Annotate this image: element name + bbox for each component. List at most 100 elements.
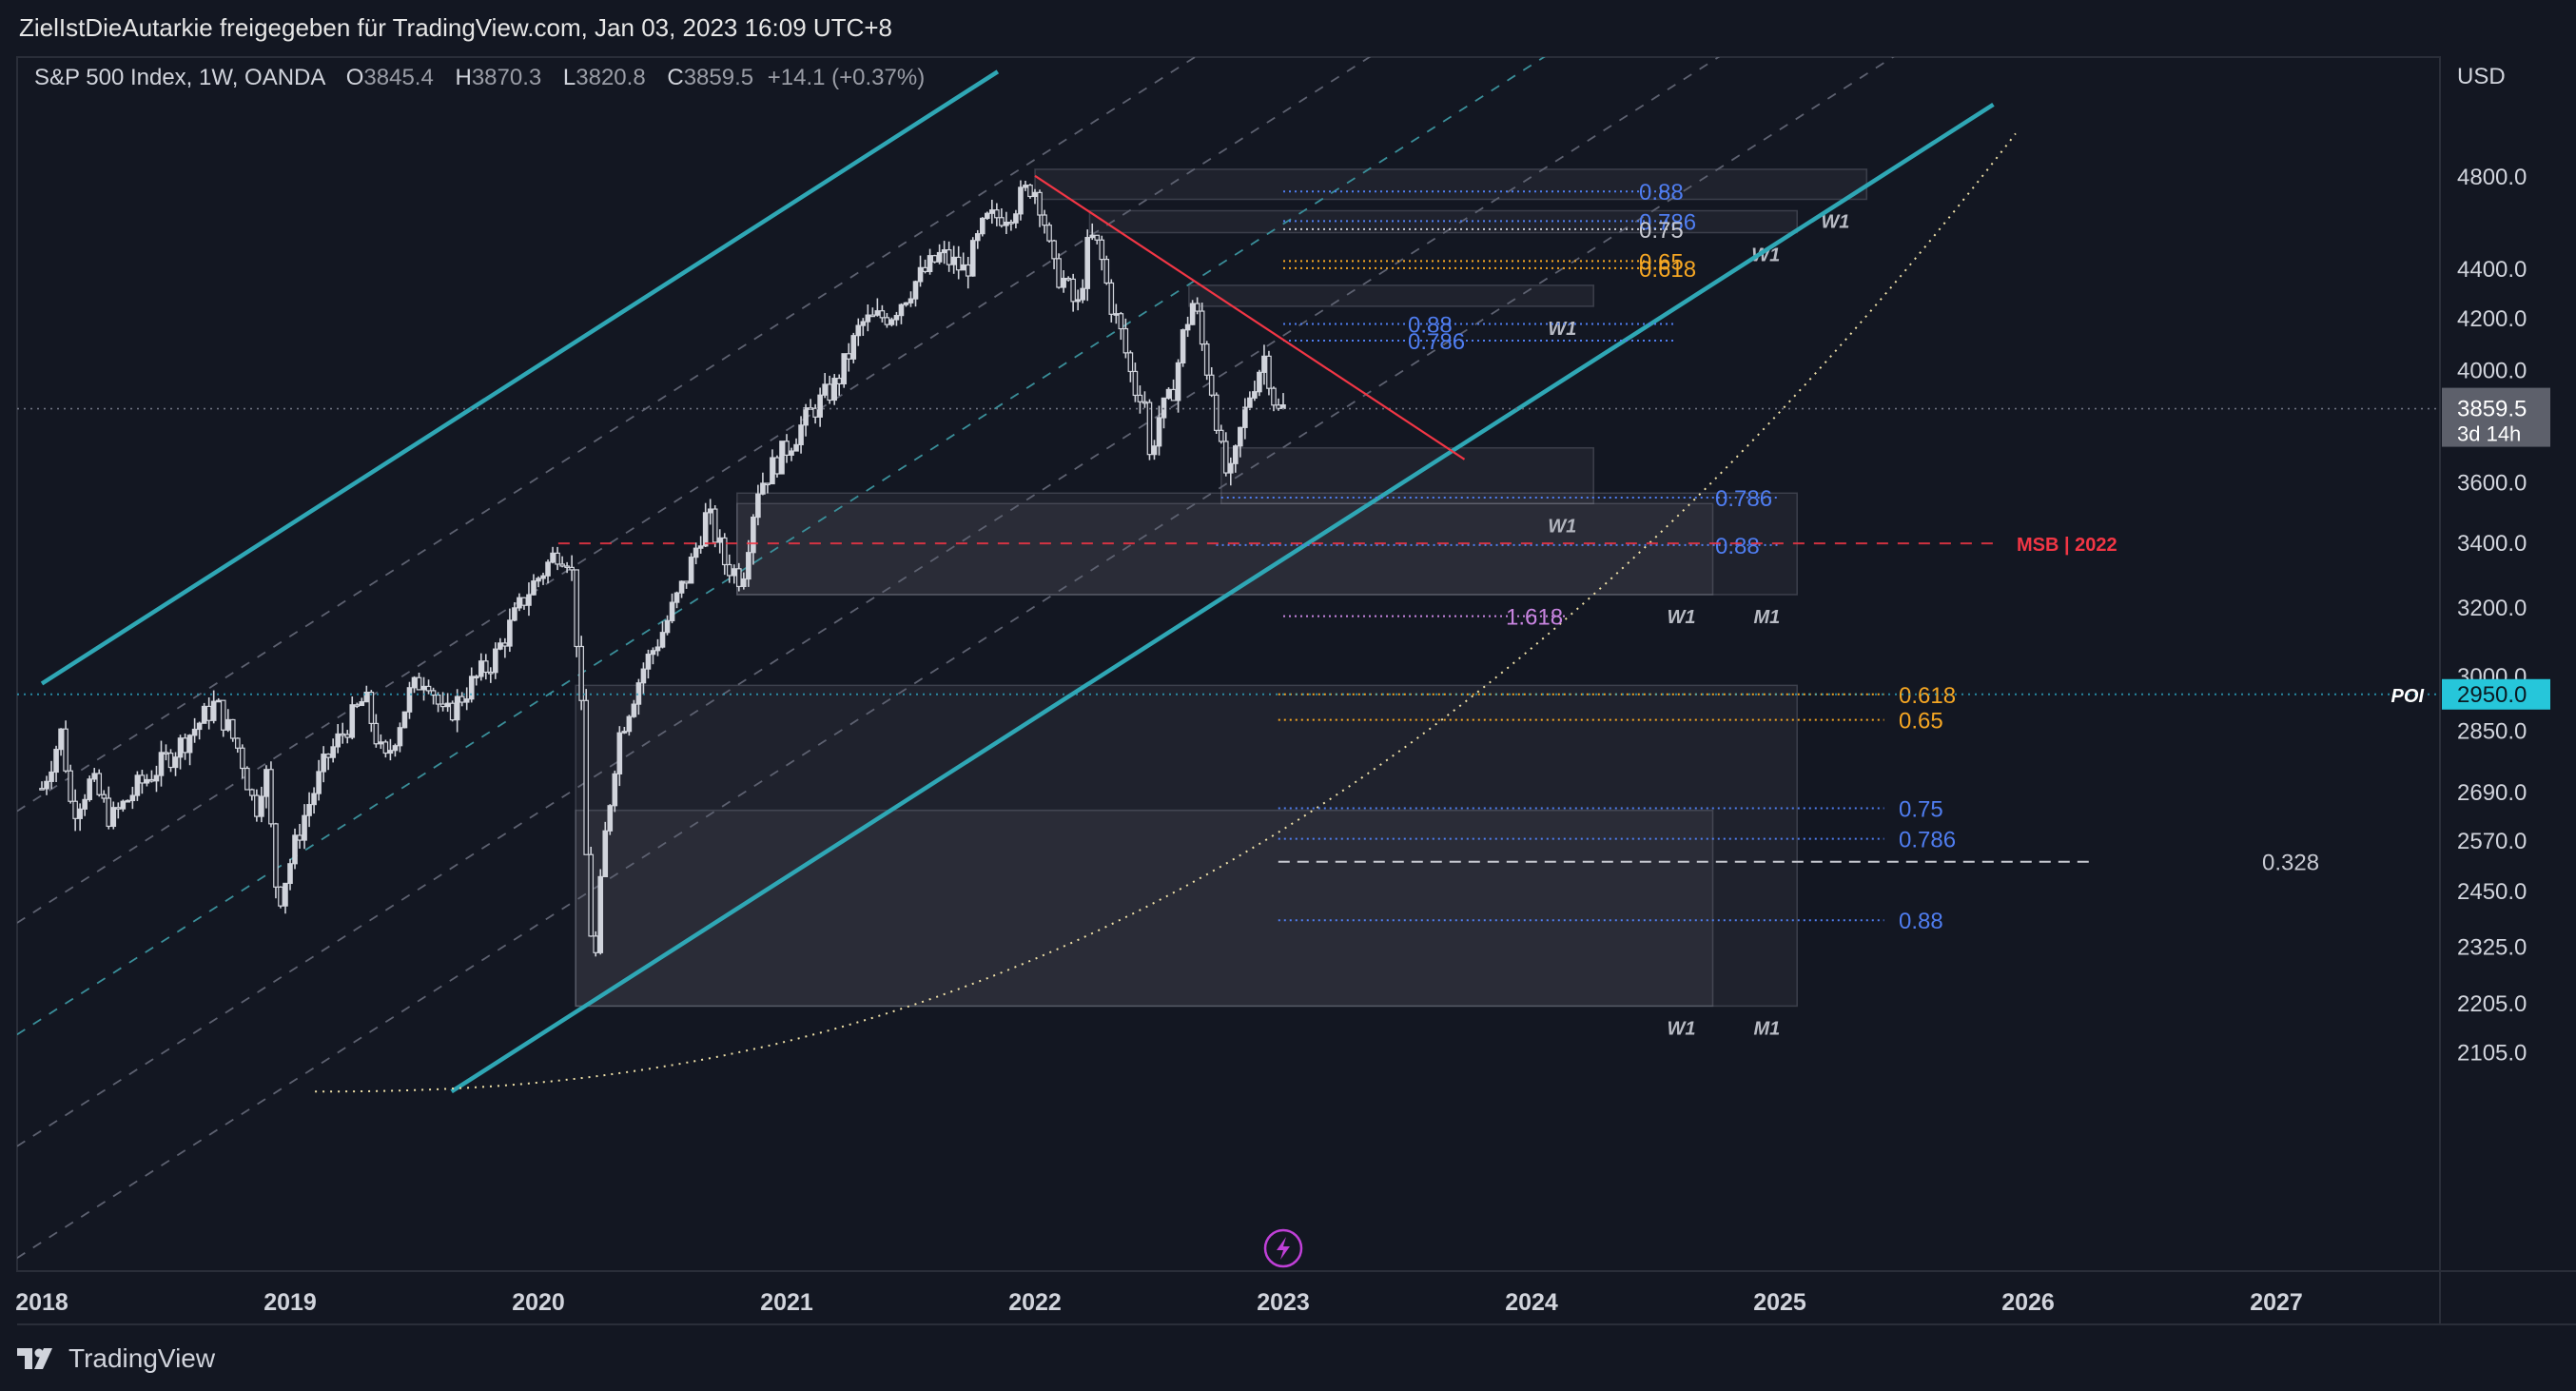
candle-body xyxy=(302,814,307,841)
zone-w1-0 xyxy=(1034,168,1868,201)
axis-currency: USD xyxy=(2457,64,2506,89)
fib-label-0.88: 0.88 xyxy=(1715,534,1760,559)
candle-body xyxy=(106,797,112,828)
candle-body xyxy=(1199,310,1205,345)
x-tick-2019: 2019 xyxy=(263,1289,317,1316)
candle-body xyxy=(292,834,298,865)
legend-high: 3870.3 xyxy=(471,65,542,90)
candle-body xyxy=(683,580,690,584)
candle-body xyxy=(134,774,141,796)
candle-body xyxy=(91,773,98,780)
candle-body xyxy=(39,788,45,791)
candle-body xyxy=(72,800,78,819)
candle-body xyxy=(463,698,470,703)
candle-body xyxy=(1056,258,1062,288)
legend-open: 3845.4 xyxy=(363,65,434,90)
candle-body xyxy=(263,769,269,797)
candle-body xyxy=(922,266,928,273)
candle-body xyxy=(659,632,666,648)
y-tick-4000.0: 4000.0 xyxy=(2457,359,2527,384)
candle-body xyxy=(578,645,584,701)
candle-body xyxy=(912,281,919,300)
candle-body xyxy=(344,734,351,738)
candle-body xyxy=(564,565,570,569)
legend-change: +14.1 (+0.37%) xyxy=(767,65,926,90)
candle-body xyxy=(249,789,255,796)
fib-label-0.88: 0.88 xyxy=(1408,312,1453,338)
candle-body xyxy=(1161,397,1167,419)
event-lightning-glyph xyxy=(1277,1237,1290,1260)
candle-body xyxy=(488,671,494,675)
x-tick-2025: 2025 xyxy=(1753,1289,1806,1316)
candle-body xyxy=(917,266,924,283)
y-tick-2205.0: 2205.0 xyxy=(2457,991,2527,1017)
candle-body xyxy=(49,771,54,782)
candle-body xyxy=(645,654,652,670)
x-tick-2020: 2020 xyxy=(512,1289,565,1316)
candle-body xyxy=(1151,445,1158,456)
candle-body xyxy=(283,882,288,907)
candle-body xyxy=(330,746,336,758)
channel-inner-4 xyxy=(17,57,1372,924)
candle-body xyxy=(654,646,661,652)
candle-body xyxy=(602,830,609,878)
candle-body xyxy=(531,580,537,596)
candle-body xyxy=(1194,303,1200,312)
candle-body xyxy=(1276,404,1281,409)
candle-body xyxy=(950,256,957,265)
candle-body xyxy=(96,773,103,795)
fib-label-0.328: 0.328 xyxy=(2262,851,2319,876)
candle-body xyxy=(498,642,503,650)
x-tick-2027: 2027 xyxy=(2250,1289,2303,1316)
legend-high-label: H xyxy=(455,65,472,90)
candle-body xyxy=(612,773,618,807)
candle-body xyxy=(941,249,947,254)
annotations: MSB | 2022 xyxy=(17,174,2440,696)
candle-body xyxy=(186,735,193,754)
candle-body xyxy=(387,750,394,754)
candle-body xyxy=(784,441,790,456)
publisher-bar: ZielIstDieAutarkie freigegeben für Tradi… xyxy=(0,0,2576,57)
channel-inner-3 xyxy=(17,57,1546,1036)
candle-body xyxy=(234,737,241,749)
candle-body xyxy=(325,754,331,758)
candle-body xyxy=(397,727,403,747)
candle-body xyxy=(621,731,628,734)
candle-body xyxy=(220,699,226,731)
candle-body xyxy=(841,353,848,385)
tradingview-branding[interactable]: TradingView xyxy=(17,1340,215,1378)
candle-body xyxy=(411,676,418,689)
candle-body xyxy=(869,314,876,318)
candle-body xyxy=(53,749,59,774)
candle-body xyxy=(259,795,264,817)
candle-body xyxy=(382,741,389,754)
candle-body xyxy=(1146,402,1153,456)
candle-body xyxy=(77,808,83,819)
candle-body xyxy=(224,718,231,731)
candle-body xyxy=(931,255,938,263)
channel-lower xyxy=(450,102,1995,1094)
candle-body xyxy=(1208,374,1215,396)
candle-body xyxy=(974,233,981,242)
candle-body xyxy=(1127,352,1134,373)
candle-body xyxy=(736,568,742,588)
candle-body xyxy=(1261,355,1267,373)
zone-label: W1 xyxy=(1668,1018,1696,1039)
candle-body xyxy=(1094,234,1101,241)
candle-body xyxy=(363,691,370,703)
candle-body xyxy=(716,537,723,543)
zone-label: M1 xyxy=(1753,1018,1780,1039)
candle-body xyxy=(1023,185,1028,188)
candle-body xyxy=(278,886,283,907)
candle-body xyxy=(678,580,685,594)
x-tick-2024: 2024 xyxy=(1505,1289,1558,1316)
x-tick-2026: 2026 xyxy=(2001,1289,2055,1316)
candle-body xyxy=(444,702,451,708)
last-price-value: 3859.5 xyxy=(2457,397,2527,422)
y-tick-2690.0: 2690.0 xyxy=(2457,780,2527,806)
candle-body xyxy=(789,450,794,456)
candle-body xyxy=(526,594,532,606)
fib-label-0.75: 0.75 xyxy=(1899,797,1943,823)
candle-body xyxy=(439,703,446,708)
